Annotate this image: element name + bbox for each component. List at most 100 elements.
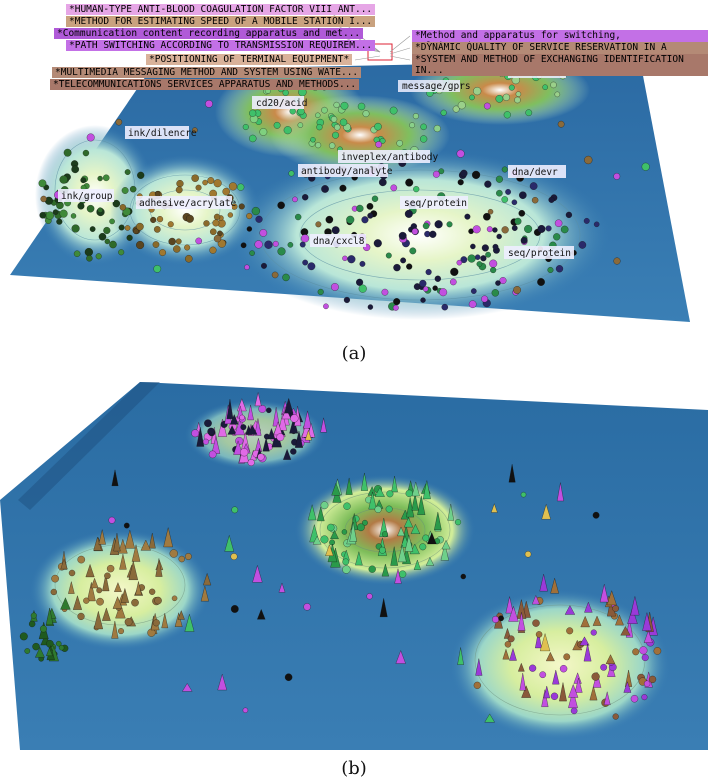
document-marker[interactable] — [196, 427, 205, 447]
document-marker[interactable] — [379, 137, 386, 144]
document-marker[interactable] — [490, 503, 498, 513]
document-marker[interactable] — [321, 185, 329, 193]
document-marker[interactable] — [332, 487, 342, 503]
document-marker[interactable] — [440, 542, 449, 561]
document-marker[interactable] — [491, 289, 500, 297]
document-marker[interactable] — [266, 407, 272, 414]
document-marker[interactable] — [603, 691, 611, 705]
document-marker[interactable] — [251, 206, 260, 216]
document-marker[interactable] — [123, 522, 130, 529]
patent-title-4[interactable]: *POSITIONING OF TERMINAL EQUIPMENT* — [146, 54, 353, 65]
document-marker[interactable] — [149, 588, 156, 595]
document-marker[interactable] — [392, 304, 399, 311]
document-marker[interactable] — [550, 577, 559, 594]
document-marker[interactable] — [191, 429, 200, 438]
document-marker[interactable] — [612, 713, 619, 720]
document-marker[interactable] — [423, 286, 429, 292]
document-marker[interactable] — [406, 263, 413, 270]
document-marker[interactable] — [334, 124, 341, 131]
document-marker[interactable] — [173, 245, 181, 253]
document-marker[interactable] — [537, 278, 545, 286]
document-marker[interactable] — [40, 195, 47, 203]
document-marker[interactable] — [460, 256, 468, 264]
document-marker[interactable] — [483, 102, 491, 110]
document-marker[interactable] — [68, 569, 76, 577]
document-marker[interactable] — [297, 107, 305, 116]
document-marker[interactable] — [521, 685, 532, 698]
document-marker[interactable] — [155, 558, 163, 577]
document-marker[interactable] — [508, 605, 519, 622]
document-marker[interactable] — [613, 173, 621, 180]
document-marker[interactable] — [368, 491, 377, 510]
document-marker[interactable] — [555, 265, 564, 273]
document-marker[interactable] — [403, 517, 414, 528]
document-marker[interactable] — [642, 612, 652, 631]
document-marker[interactable] — [537, 225, 546, 233]
document-marker[interactable] — [470, 243, 476, 250]
document-marker[interactable] — [24, 648, 31, 654]
document-marker[interactable] — [547, 267, 554, 273]
document-marker[interactable] — [118, 249, 125, 256]
document-marker[interactable] — [104, 238, 111, 245]
document-marker[interactable] — [282, 89, 289, 96]
document-marker[interactable] — [347, 255, 356, 264]
document-marker[interactable] — [509, 647, 517, 661]
document-marker[interactable] — [28, 620, 36, 628]
document-marker[interactable] — [136, 222, 144, 231]
document-marker[interactable] — [379, 546, 386, 554]
document-marker[interactable] — [38, 179, 47, 188]
document-marker[interactable] — [45, 607, 54, 625]
document-marker[interactable] — [420, 135, 428, 143]
document-marker[interactable] — [239, 414, 245, 421]
document-marker[interactable] — [115, 118, 123, 126]
document-marker[interactable] — [159, 249, 166, 257]
document-marker[interactable] — [342, 565, 351, 574]
document-marker[interactable] — [46, 647, 53, 656]
document-marker[interactable] — [282, 273, 290, 282]
document-marker[interactable] — [185, 214, 194, 223]
document-marker[interactable] — [87, 582, 96, 602]
document-marker[interactable] — [503, 111, 511, 119]
document-marker[interactable] — [357, 523, 365, 532]
document-marker[interactable] — [58, 645, 65, 651]
document-marker[interactable] — [450, 278, 457, 286]
document-marker[interactable] — [468, 300, 477, 309]
document-marker[interactable] — [202, 438, 209, 445]
document-marker[interactable] — [362, 519, 368, 526]
patent-title-1[interactable]: *METHOD FOR ESTIMATING SPEED OF A MOBILE… — [66, 16, 376, 27]
document-marker[interactable] — [283, 448, 292, 460]
document-marker[interactable] — [356, 204, 364, 213]
document-marker[interactable] — [358, 284, 367, 293]
document-marker[interactable] — [499, 277, 507, 285]
document-marker[interactable] — [163, 527, 173, 548]
document-marker[interactable] — [473, 681, 481, 689]
document-marker[interactable] — [310, 137, 316, 143]
document-marker[interactable] — [203, 572, 212, 586]
document-marker[interactable] — [524, 551, 532, 558]
document-marker[interactable] — [355, 551, 363, 566]
document-marker[interactable] — [119, 204, 127, 211]
document-marker[interactable] — [315, 142, 322, 149]
document-marker[interactable] — [77, 202, 85, 210]
document-marker[interactable] — [643, 680, 651, 687]
document-marker[interactable] — [342, 255, 348, 261]
document-marker[interactable] — [312, 535, 322, 545]
document-marker[interactable] — [124, 225, 131, 231]
document-marker[interactable] — [195, 184, 202, 191]
document-marker[interactable] — [237, 398, 247, 412]
document-marker[interactable] — [273, 121, 281, 129]
document-marker[interactable] — [643, 630, 653, 643]
document-marker[interactable] — [73, 250, 81, 257]
document-marker[interactable] — [240, 448, 249, 457]
document-marker[interactable] — [231, 506, 239, 514]
document-marker[interactable] — [627, 607, 638, 624]
document-marker[interactable] — [50, 588, 57, 596]
document-marker[interactable] — [213, 234, 222, 243]
document-marker[interactable] — [514, 96, 521, 104]
document-marker[interactable] — [386, 490, 394, 498]
document-marker[interactable] — [295, 213, 302, 221]
document-marker[interactable] — [96, 597, 104, 606]
patent-title-2[interactable]: *Communication content recording apparat… — [54, 28, 364, 39]
document-marker[interactable] — [517, 612, 526, 631]
document-marker[interactable] — [433, 124, 441, 133]
